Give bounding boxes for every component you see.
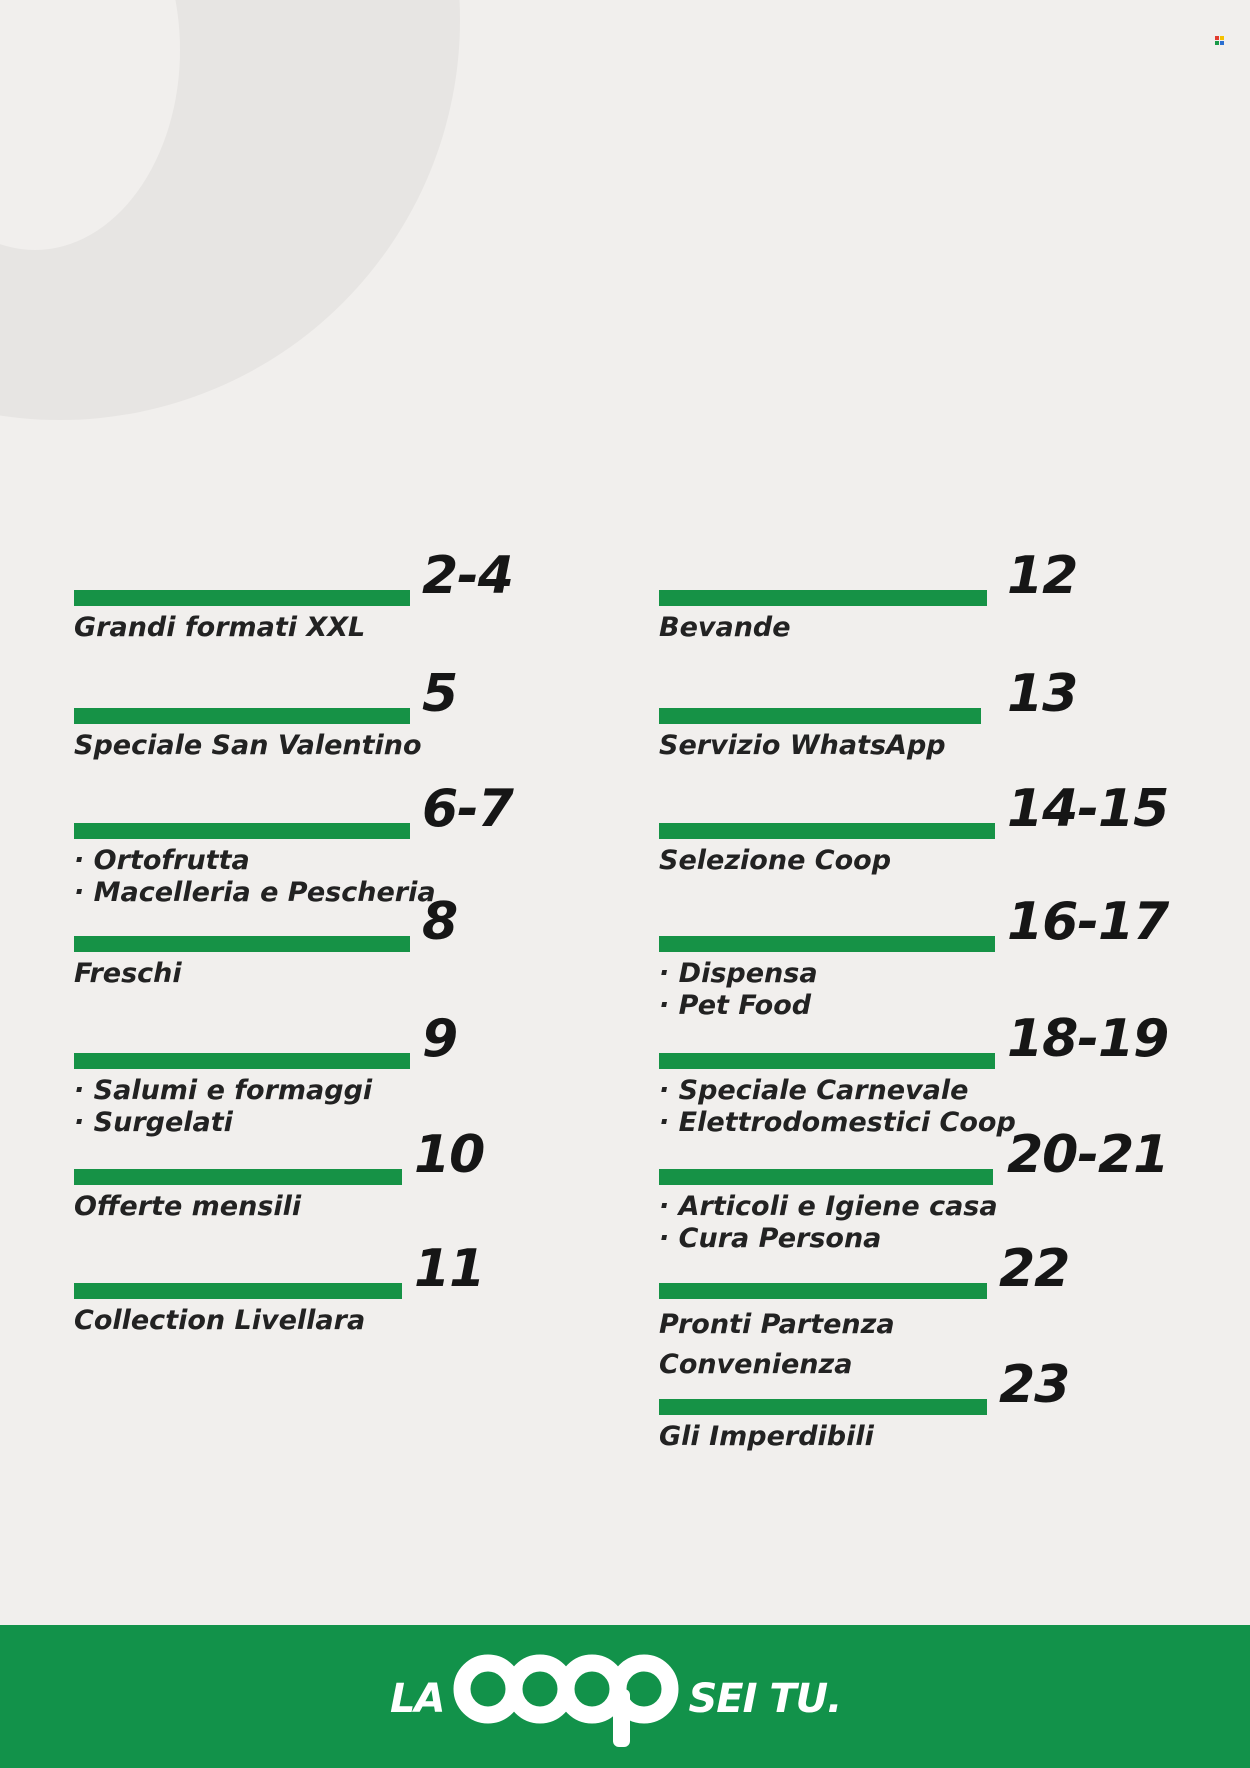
page-number: 10 [414,1125,485,1185]
section-labels: Bevande [659,612,791,644]
section-bar [659,823,995,839]
section-labels: Servizio WhatsApp [659,730,946,762]
section-label: · Cura Persona [659,1223,882,1254]
section-labels: Pronti Partenza Convenienza [659,1305,895,1385]
page-number: 22 [999,1239,1070,1299]
section-labels: · Dispensa · Pet Food [659,958,818,1022]
section-bar [659,1169,993,1185]
section-label: Servizio WhatsApp [659,730,946,761]
footer-band: LA SEI TU. [0,1625,1250,1768]
section-bar [659,936,995,952]
page-number: 12 [1007,546,1078,606]
page-number: 6-7 [422,779,514,839]
section-label: · Articoli e Igiene casa [659,1191,998,1222]
section-label: Collection Livellara [74,1305,366,1336]
coop-wordmark-icon [453,1654,679,1747]
section-label: · Elettrodomestici Coop [659,1107,1016,1138]
section-bar [659,1283,987,1299]
section-label: Convenienza [659,1349,853,1380]
section-label: Grandi formati XXL [74,612,366,643]
section-bar [74,1169,402,1185]
section-bar [659,590,987,606]
section-labels: Selezione Coop [659,845,891,877]
section-label: · Macelleria e Pescheria [74,877,436,908]
page-number: 20-21 [1007,1125,1169,1185]
section-bar [74,708,410,724]
corner-color-mark [1215,36,1224,45]
section-label: · Salumi e formaggi [74,1075,373,1106]
section-label: · Ortofrutta [74,845,250,876]
page-number: 2-4 [422,546,514,606]
section-bar [74,1283,402,1299]
section-label: Freschi [74,958,182,989]
page-number: 23 [999,1355,1070,1415]
section-label: Speciale San Valentino [74,730,422,761]
section-labels: · Articoli e Igiene casa · Cura Persona [659,1191,998,1255]
section-bar [74,823,410,839]
page-number: 13 [1007,664,1078,724]
section-bar [74,590,410,606]
section-label: Offerte mensili [74,1191,302,1222]
section-labels: Speciale San Valentino [74,730,422,762]
section-labels: · Ortofrutta · Macelleria e Pescheria [74,845,436,909]
section-labels: · Salumi e formaggi · Surgelati [74,1075,372,1139]
section-label: · Pet Food [659,990,812,1021]
page-number: 11 [414,1239,485,1299]
section-labels: Freschi [74,958,182,990]
section-label: · Speciale Carnevale [659,1075,969,1106]
section-labels: Gli Imperdibili [659,1421,874,1453]
section-label: · Surgelati [74,1107,233,1138]
section-label: Gli Imperdibili [659,1421,874,1452]
section-label: Selezione Coop [659,845,892,876]
section-labels: Collection Livellara [74,1305,365,1337]
page-number: 9 [422,1009,458,1069]
section-bar [659,1053,995,1069]
section-labels: Grandi formati XXL [74,612,365,644]
section-label: · Dispensa [659,958,818,989]
page-number: 5 [422,664,458,724]
section-bar [659,708,981,724]
page-number: 8 [422,892,458,952]
section-label: Pronti Partenza [659,1309,895,1340]
logo-right-text: SEI TU. [688,1676,842,1722]
page-number: 16-17 [1007,892,1169,952]
section-bar [74,936,410,952]
page-number: 18-19 [1007,1009,1169,1069]
page-number: 14-15 [1007,779,1169,839]
section-label: Bevande [659,612,791,643]
section-labels: Offerte mensili [74,1191,301,1223]
section-labels: · Speciale Carnevale · Elettrodomestici C… [659,1075,1016,1139]
coop-logo: LA SEI TU. [390,1654,842,1747]
section-bar [659,1399,987,1415]
logo-left-text: LA [390,1676,445,1722]
section-bar [74,1053,410,1069]
